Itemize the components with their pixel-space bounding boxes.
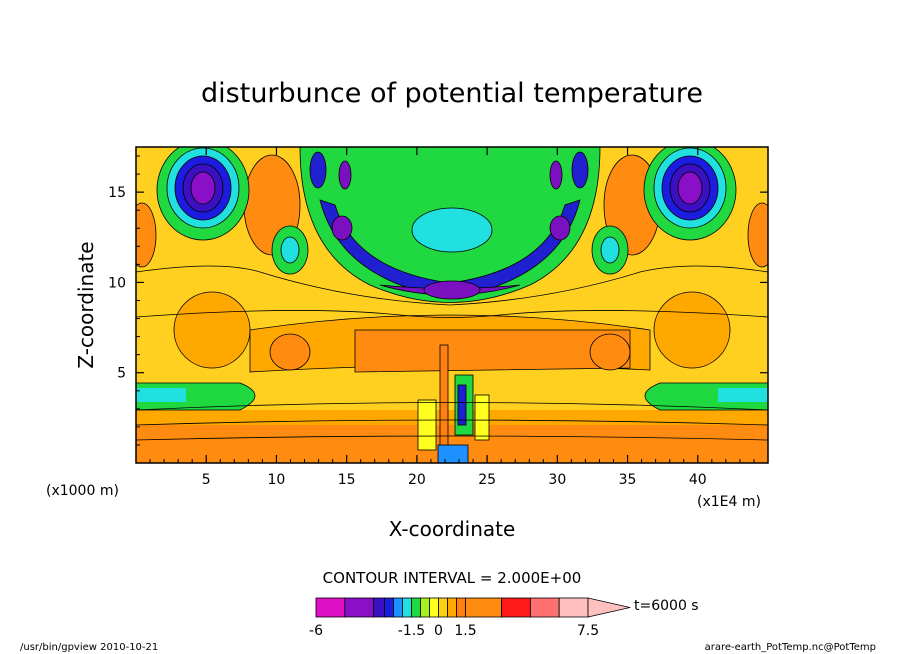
colorbar-swatch (373, 597, 385, 618)
cold-cell-top-3 (338, 160, 352, 190)
colorbar-swatch (344, 597, 375, 618)
colorbar-tick-label: -1.5 (398, 623, 425, 639)
colorbar-swatch (315, 597, 346, 618)
cyan-patch-center (411, 207, 493, 253)
warm-edge-left (136, 202, 157, 268)
side-cells-right (591, 225, 629, 275)
x-tick-label: 25 (478, 472, 496, 488)
y-tick-label: 10 (108, 275, 126, 291)
colorbar-swatch (420, 597, 430, 618)
side-cells-left (271, 225, 309, 275)
warm-cell-inner-right (589, 333, 631, 371)
y-axis-label: Z-coordinate (74, 241, 98, 368)
cold-cell-top-1 (309, 151, 327, 189)
cold-cell-top-4 (549, 160, 563, 190)
y-axis: 5 10 15 (108, 155, 768, 446)
x-tick-label: 40 (689, 472, 707, 488)
colorbar-swatch (438, 597, 448, 618)
colorbar-swatch (402, 597, 412, 618)
contour-lines (136, 265, 768, 441)
colorbar-swatch (465, 597, 502, 618)
colorbar: -6 -1.5 0 1.5 7.5 (309, 597, 631, 639)
cyan-band-right (718, 388, 768, 402)
x-tick-label: 15 (338, 472, 356, 488)
chart-title: disturbunce of potential temperature (201, 78, 703, 109)
colorbar-swatch (456, 597, 466, 618)
colorbar-swatch (529, 597, 560, 618)
colorbar-swatch (447, 597, 457, 618)
warm-cell-right (653, 291, 731, 369)
x-factor-note: (x1E4 m) (697, 494, 761, 510)
x-tick-label: 30 (548, 472, 566, 488)
colorbar-swatch (384, 597, 394, 618)
warm-cell-inner-left (269, 333, 311, 371)
cold-cell-top-2 (571, 151, 589, 189)
colorbar-tick-label: 1.5 (454, 623, 476, 639)
x-scale-note: (x1000 m) (46, 483, 119, 499)
x-tick-label: 5 (202, 472, 211, 488)
contour-interval-label: CONTOUR INTERVAL = 2.000E+00 (323, 569, 582, 587)
plot-frame (135, 146, 769, 464)
x-tick-label: 20 (408, 472, 426, 488)
vortex-left (156, 147, 250, 241)
plot-area (136, 147, 768, 463)
colorbar-tick-label: -6 (309, 623, 323, 639)
x-axis-label: X-coordinate (389, 517, 516, 541)
colorbar-extend-arrow (587, 597, 631, 618)
x-axis: 5 10 15 20 25 30 35 40 (149, 147, 755, 488)
time-label: t=6000 s (634, 598, 699, 614)
x-tick-label: 10 (268, 472, 286, 488)
cold-arc (319, 199, 581, 299)
x-tick-label: 35 (619, 472, 637, 488)
cold-pocket-left (331, 215, 353, 241)
warm-edge-right (747, 202, 768, 268)
colorbar-tick-label: 7.5 (577, 623, 599, 639)
warm-center-core (354, 329, 631, 373)
colorbar-swatch (558, 597, 589, 618)
footer-left: /usr/bin/gpview 2010-10-21 (20, 642, 158, 653)
y-tick-label: 5 (117, 366, 126, 382)
y-tick-label: 15 (108, 185, 126, 201)
footer-right: arare-earth_PotTemp.nc@PotTemp (705, 642, 876, 653)
colorbar-swatch (501, 597, 531, 618)
cold-pocket-right (549, 215, 571, 241)
warm-cell-left (173, 291, 251, 369)
colorbar-swatch (429, 597, 439, 618)
colorbar-swatch (411, 597, 421, 618)
vortex-right (643, 147, 737, 241)
colorbar-tick-label: 0 (434, 623, 443, 639)
cold-core-center (423, 280, 481, 300)
colorbar-swatch (393, 597, 403, 618)
cyan-band-left (136, 388, 186, 402)
